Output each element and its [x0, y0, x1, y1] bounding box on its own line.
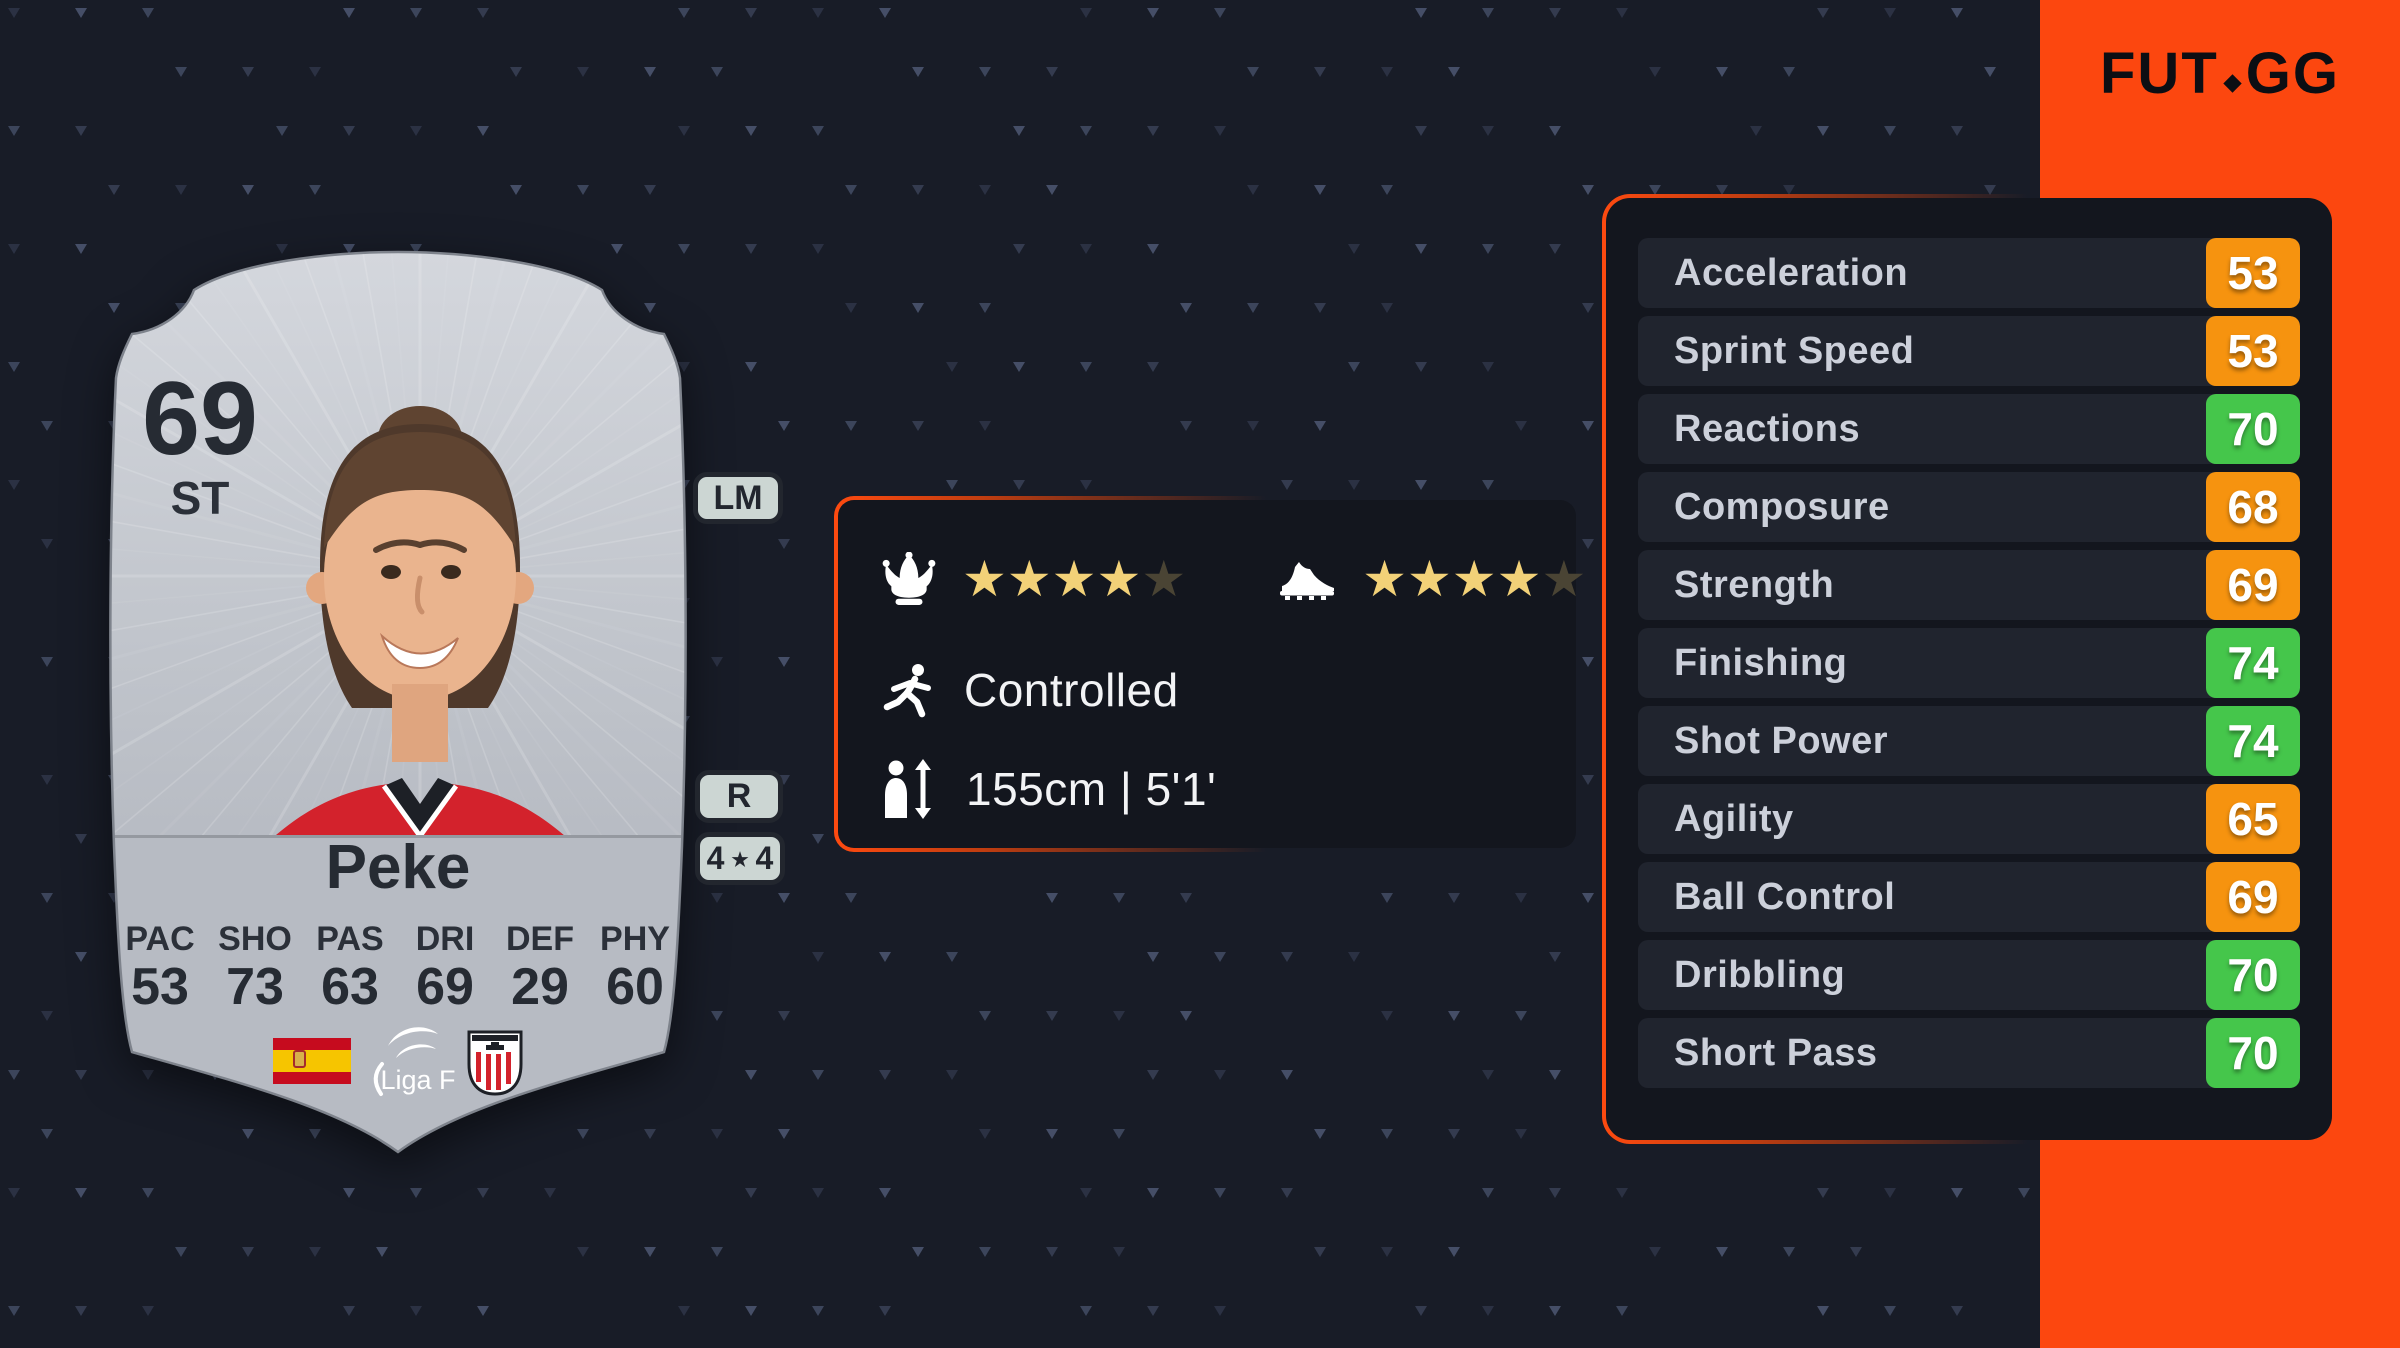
logo-fut: FUT	[2100, 41, 2219, 106]
stat-row: Shot Power 74	[1638, 706, 2300, 776]
stat-label: Dribbling	[1674, 953, 1846, 996]
alt-position-badge: LM	[693, 472, 783, 524]
stat-row: Acceleration 53	[1638, 238, 2300, 308]
stat-label: Agility	[1674, 797, 1794, 840]
star-icon: ★	[1141, 551, 1187, 607]
card-position: ST	[171, 472, 230, 524]
stat-value-badge: 53	[2206, 316, 2300, 386]
stat-value-badge: 74	[2206, 706, 2300, 776]
star-icon: ★	[1406, 551, 1452, 607]
card-rating: 69	[142, 361, 258, 477]
card-stat-label: DEF	[506, 920, 574, 958]
skill-weakfoot-badge: 4 ★ 4	[695, 832, 785, 885]
logo-diamond-dot	[2223, 74, 2242, 93]
stat-label: Ball Control	[1674, 875, 1896, 918]
star-icon: ★	[1096, 551, 1142, 607]
card-stat-value: 69	[416, 958, 474, 1016]
stat-value-badge: 69	[2206, 550, 2300, 620]
nation-flag-spain	[273, 1038, 351, 1084]
stat-label: Short Pass	[1674, 1031, 1878, 1074]
card-stat-value: 53	[131, 958, 189, 1016]
stat-label: Shot Power	[1674, 719, 1889, 762]
card-stat-value: 73	[226, 958, 284, 1016]
stat-label: Strength	[1674, 563, 1835, 606]
run-style-icon	[883, 664, 931, 718]
star-icon: ★	[1541, 551, 1587, 607]
stat-value-badge: 65	[2206, 784, 2300, 854]
skill-moves-icon	[882, 552, 936, 605]
ratings-row: ★★★★★ ★★★★★	[882, 546, 1586, 612]
card-stat-label: PAC	[125, 920, 194, 958]
stat-value-badge: 74	[2206, 628, 2300, 698]
stat-value-badge: 70	[2206, 1018, 2300, 1088]
stat-value-badge: 68	[2206, 472, 2300, 542]
star-icon: ★	[1496, 551, 1542, 607]
stat-row: Composure 68	[1638, 472, 2300, 542]
star-icon: ★	[1006, 551, 1052, 607]
star-icon: ★	[1362, 551, 1407, 607]
star-icon: ★	[1451, 551, 1497, 607]
weak-foot-count: 4	[755, 840, 774, 876]
stat-value-badge: 70	[2206, 394, 2300, 464]
stat-row: Short Pass 70	[1638, 1018, 2300, 1088]
star-icon: ★	[962, 551, 1007, 607]
stat-label: Sprint Speed	[1674, 329, 1915, 372]
stat-value-badge: 53	[2206, 238, 2300, 308]
skill-moves-count: 4	[706, 840, 725, 876]
stat-label: Finishing	[1674, 641, 1848, 684]
weak-foot-stars: ★★★★★	[1362, 554, 1586, 604]
club-crest-athletic-club	[467, 1030, 523, 1096]
stat-label: Acceleration	[1674, 251, 1909, 294]
player-card: 69 ST Peke PAC 53 SHO 73 PAS 63 DRI 69 DEF 29 PHY 6…	[88, 246, 708, 1166]
card-stat-label: PHY	[600, 920, 670, 958]
stat-label: Reactions	[1674, 407, 1861, 450]
card-stat-value: 60	[606, 958, 664, 1016]
stat-value-badge: 70	[2206, 940, 2300, 1010]
card-stat-label: SHO	[218, 920, 292, 958]
stat-row: Finishing 74	[1638, 628, 2300, 698]
stat-value-badge: 69	[2206, 862, 2300, 932]
card-stat-label: PAS	[316, 920, 383, 958]
height-value: 155cm | 5'1'	[966, 763, 1217, 815]
stat-row: Dribbling 70	[1638, 940, 2300, 1010]
run-style-row: Controlled	[882, 660, 1179, 720]
weak-foot-icon	[1280, 562, 1335, 600]
skill-moves-stars: ★★★★★	[962, 554, 1186, 604]
stat-label: Composure	[1674, 485, 1890, 528]
logo-gg: GG	[2245, 41, 2340, 106]
preferred-foot-badge: R	[695, 770, 783, 823]
stat-row: Ball Control 69	[1638, 862, 2300, 932]
height-icon	[885, 759, 931, 819]
card-stat-value: 63	[321, 958, 379, 1016]
star-icon: ★	[1051, 551, 1097, 607]
card-stat-value: 29	[511, 958, 569, 1016]
card-player-name: Peke	[326, 833, 471, 902]
run-style-label: Controlled	[964, 664, 1179, 716]
player-info-panel: ★★★★★ ★★★★★	[834, 496, 1586, 852]
stat-row: Agility 65	[1638, 784, 2300, 854]
league-name-text: Liga F	[380, 1065, 455, 1095]
league-logo-liga-f: Liga F	[373, 1027, 456, 1096]
card-stat-label: DRI	[416, 920, 475, 958]
stat-row: Sprint Speed 53	[1638, 316, 2300, 386]
stat-row: Strength 69	[1638, 550, 2300, 620]
stat-row: Reactions 70	[1638, 394, 2300, 464]
height-row: 155cm | 5'1'	[882, 758, 1216, 820]
futgg-logo[interactable]: FUT GG	[2040, 40, 2400, 107]
star-separator-icon: ★	[731, 849, 749, 871]
detailed-stats-panel: Acceleration 53 Sprint Speed 53 Reaction…	[1602, 194, 2336, 1144]
